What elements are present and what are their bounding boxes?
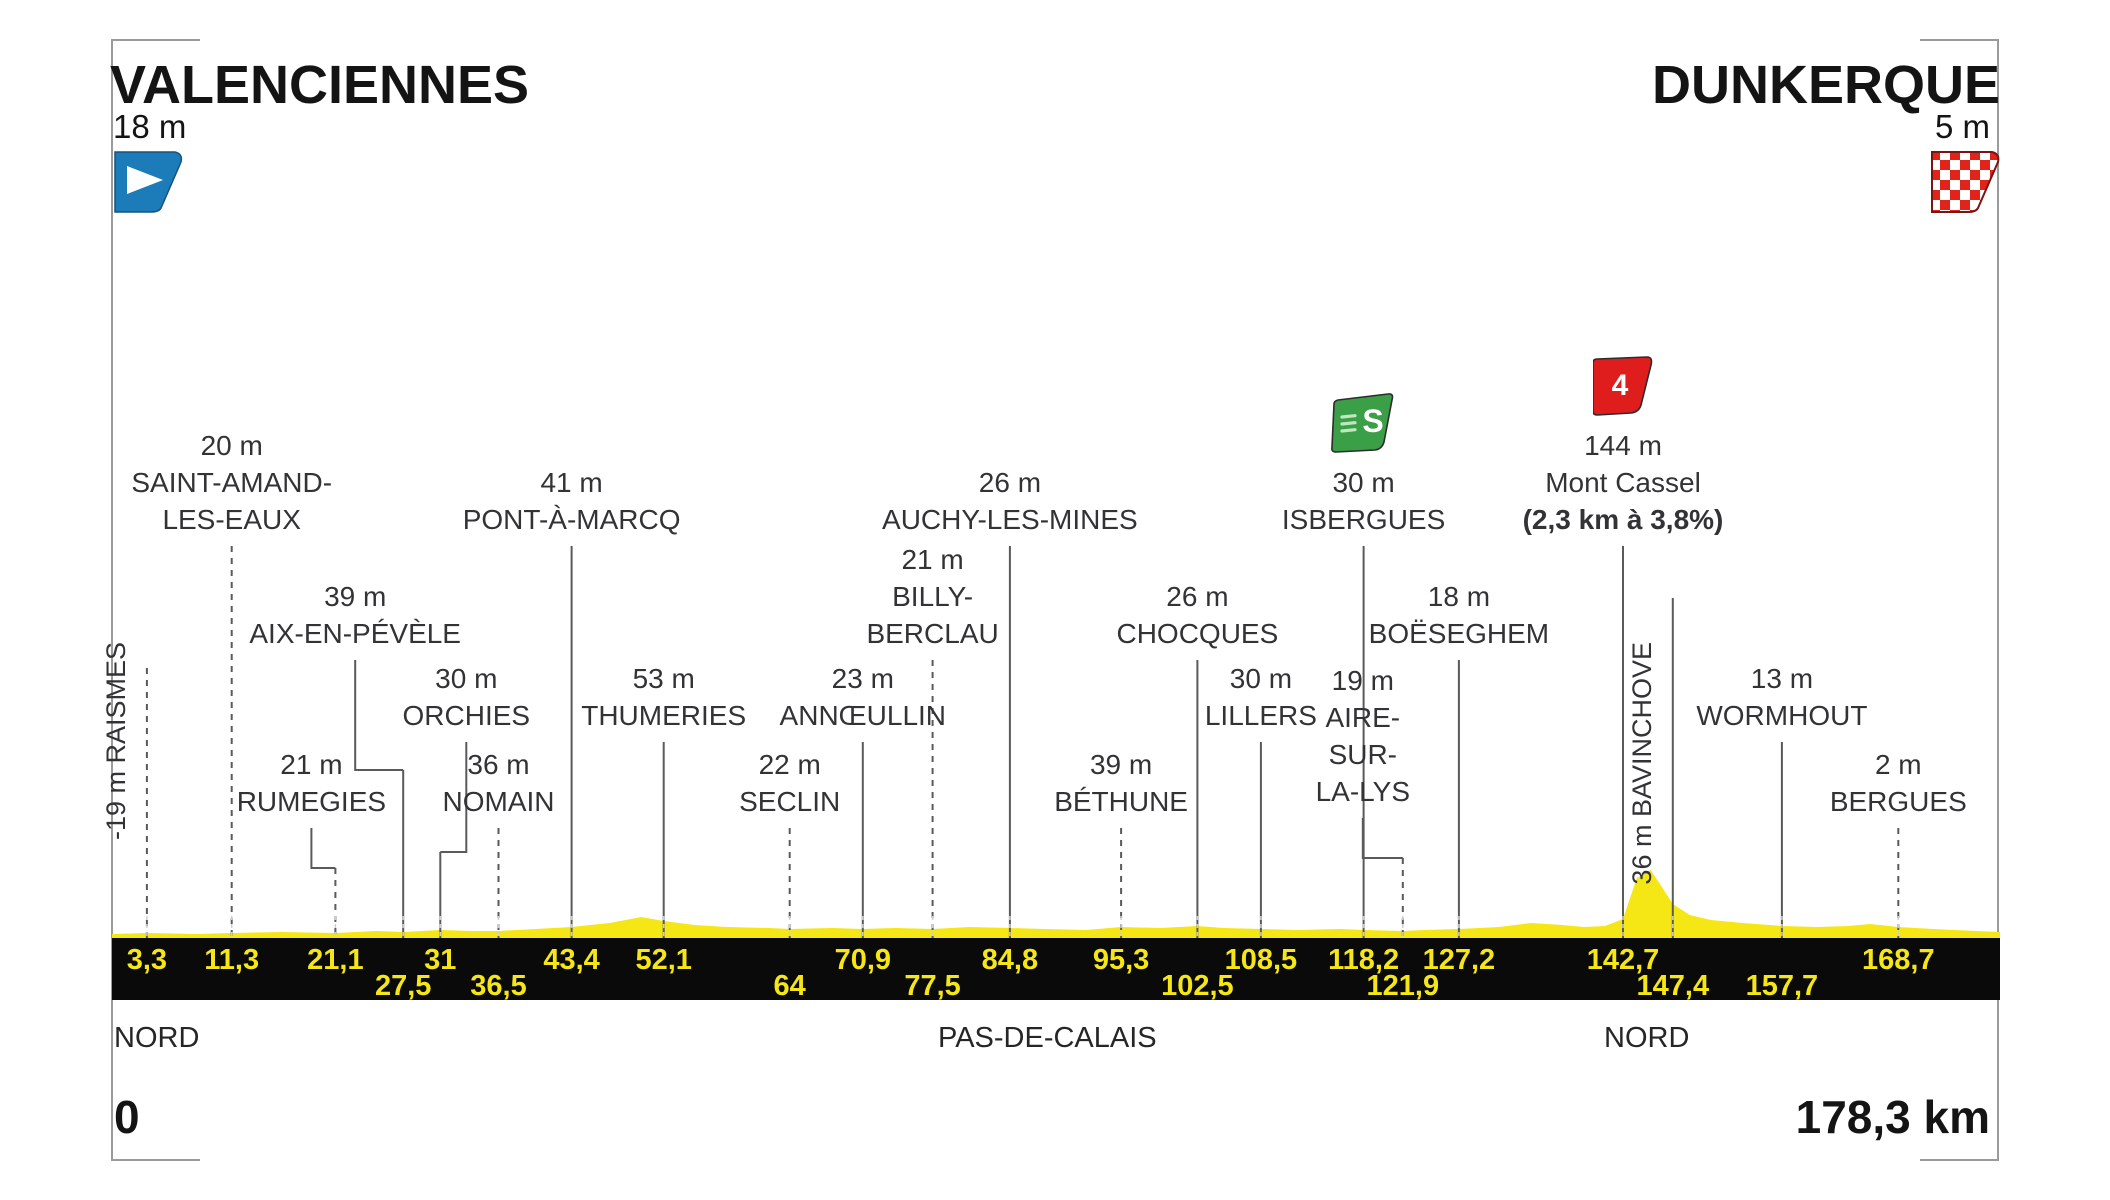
svg-text:S: S	[1362, 403, 1383, 439]
svg-text:4: 4	[1612, 369, 1629, 402]
